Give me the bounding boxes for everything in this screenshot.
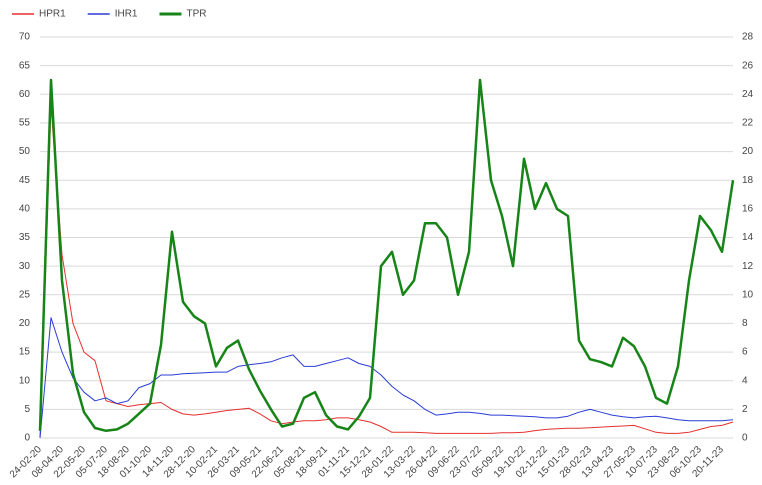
y-tick-label: 15	[19, 347, 31, 358]
y-tick-label: 0	[24, 433, 30, 444]
y2-tick-label: 10	[742, 289, 754, 300]
y-tick-label: 45	[19, 175, 31, 186]
y-tick-label: 25	[19, 289, 31, 300]
series-line	[39, 105, 734, 439]
y2-tick-label: 16	[742, 203, 754, 214]
y2-tick-label: 8	[742, 318, 748, 329]
y-tick-label: 65	[19, 60, 31, 71]
legend-label: HPR1	[39, 9, 66, 20]
y2-tick-label: 0	[742, 433, 748, 444]
y2-tick-label: 24	[742, 89, 754, 100]
y2-tick-label: 18	[742, 175, 754, 186]
series-line	[39, 317, 734, 439]
y-tick-label: 20	[19, 318, 31, 329]
y2-tick-label: 28	[742, 32, 754, 43]
y-tick-label: 10	[19, 375, 31, 386]
y-tick-label: 30	[19, 261, 31, 272]
legend-label: IHR1	[115, 9, 138, 20]
series-line	[38, 78, 735, 433]
y-tick-label: 55	[19, 118, 31, 129]
y2-tick-label: 12	[742, 261, 754, 272]
legend-label: TPR	[186, 9, 206, 20]
y2-tick-label: 2	[742, 404, 748, 415]
y-tick-label: 35	[19, 232, 31, 243]
y2-tick-label: 4	[742, 375, 748, 386]
y2-tick-label: 26	[742, 60, 754, 71]
y2-tick-label: 6	[742, 347, 748, 358]
y2-tick-label: 22	[742, 118, 754, 129]
y2-tick-label: 20	[742, 146, 754, 157]
y-tick-label: 60	[19, 89, 31, 100]
y-tick-label: 50	[19, 146, 31, 157]
y2-tick-label: 14	[742, 232, 754, 243]
y-tick-label: 70	[19, 32, 31, 43]
y-tick-label: 40	[19, 203, 31, 214]
y-tick-label: 5	[24, 404, 30, 415]
